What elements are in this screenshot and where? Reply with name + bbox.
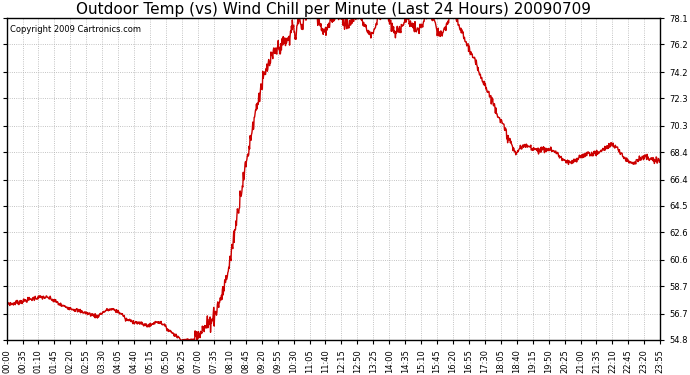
Title: Outdoor Temp (vs) Wind Chill per Minute (Last 24 Hours) 20090709: Outdoor Temp (vs) Wind Chill per Minute … (76, 2, 591, 17)
Text: Copyright 2009 Cartronics.com: Copyright 2009 Cartronics.com (10, 25, 141, 34)
